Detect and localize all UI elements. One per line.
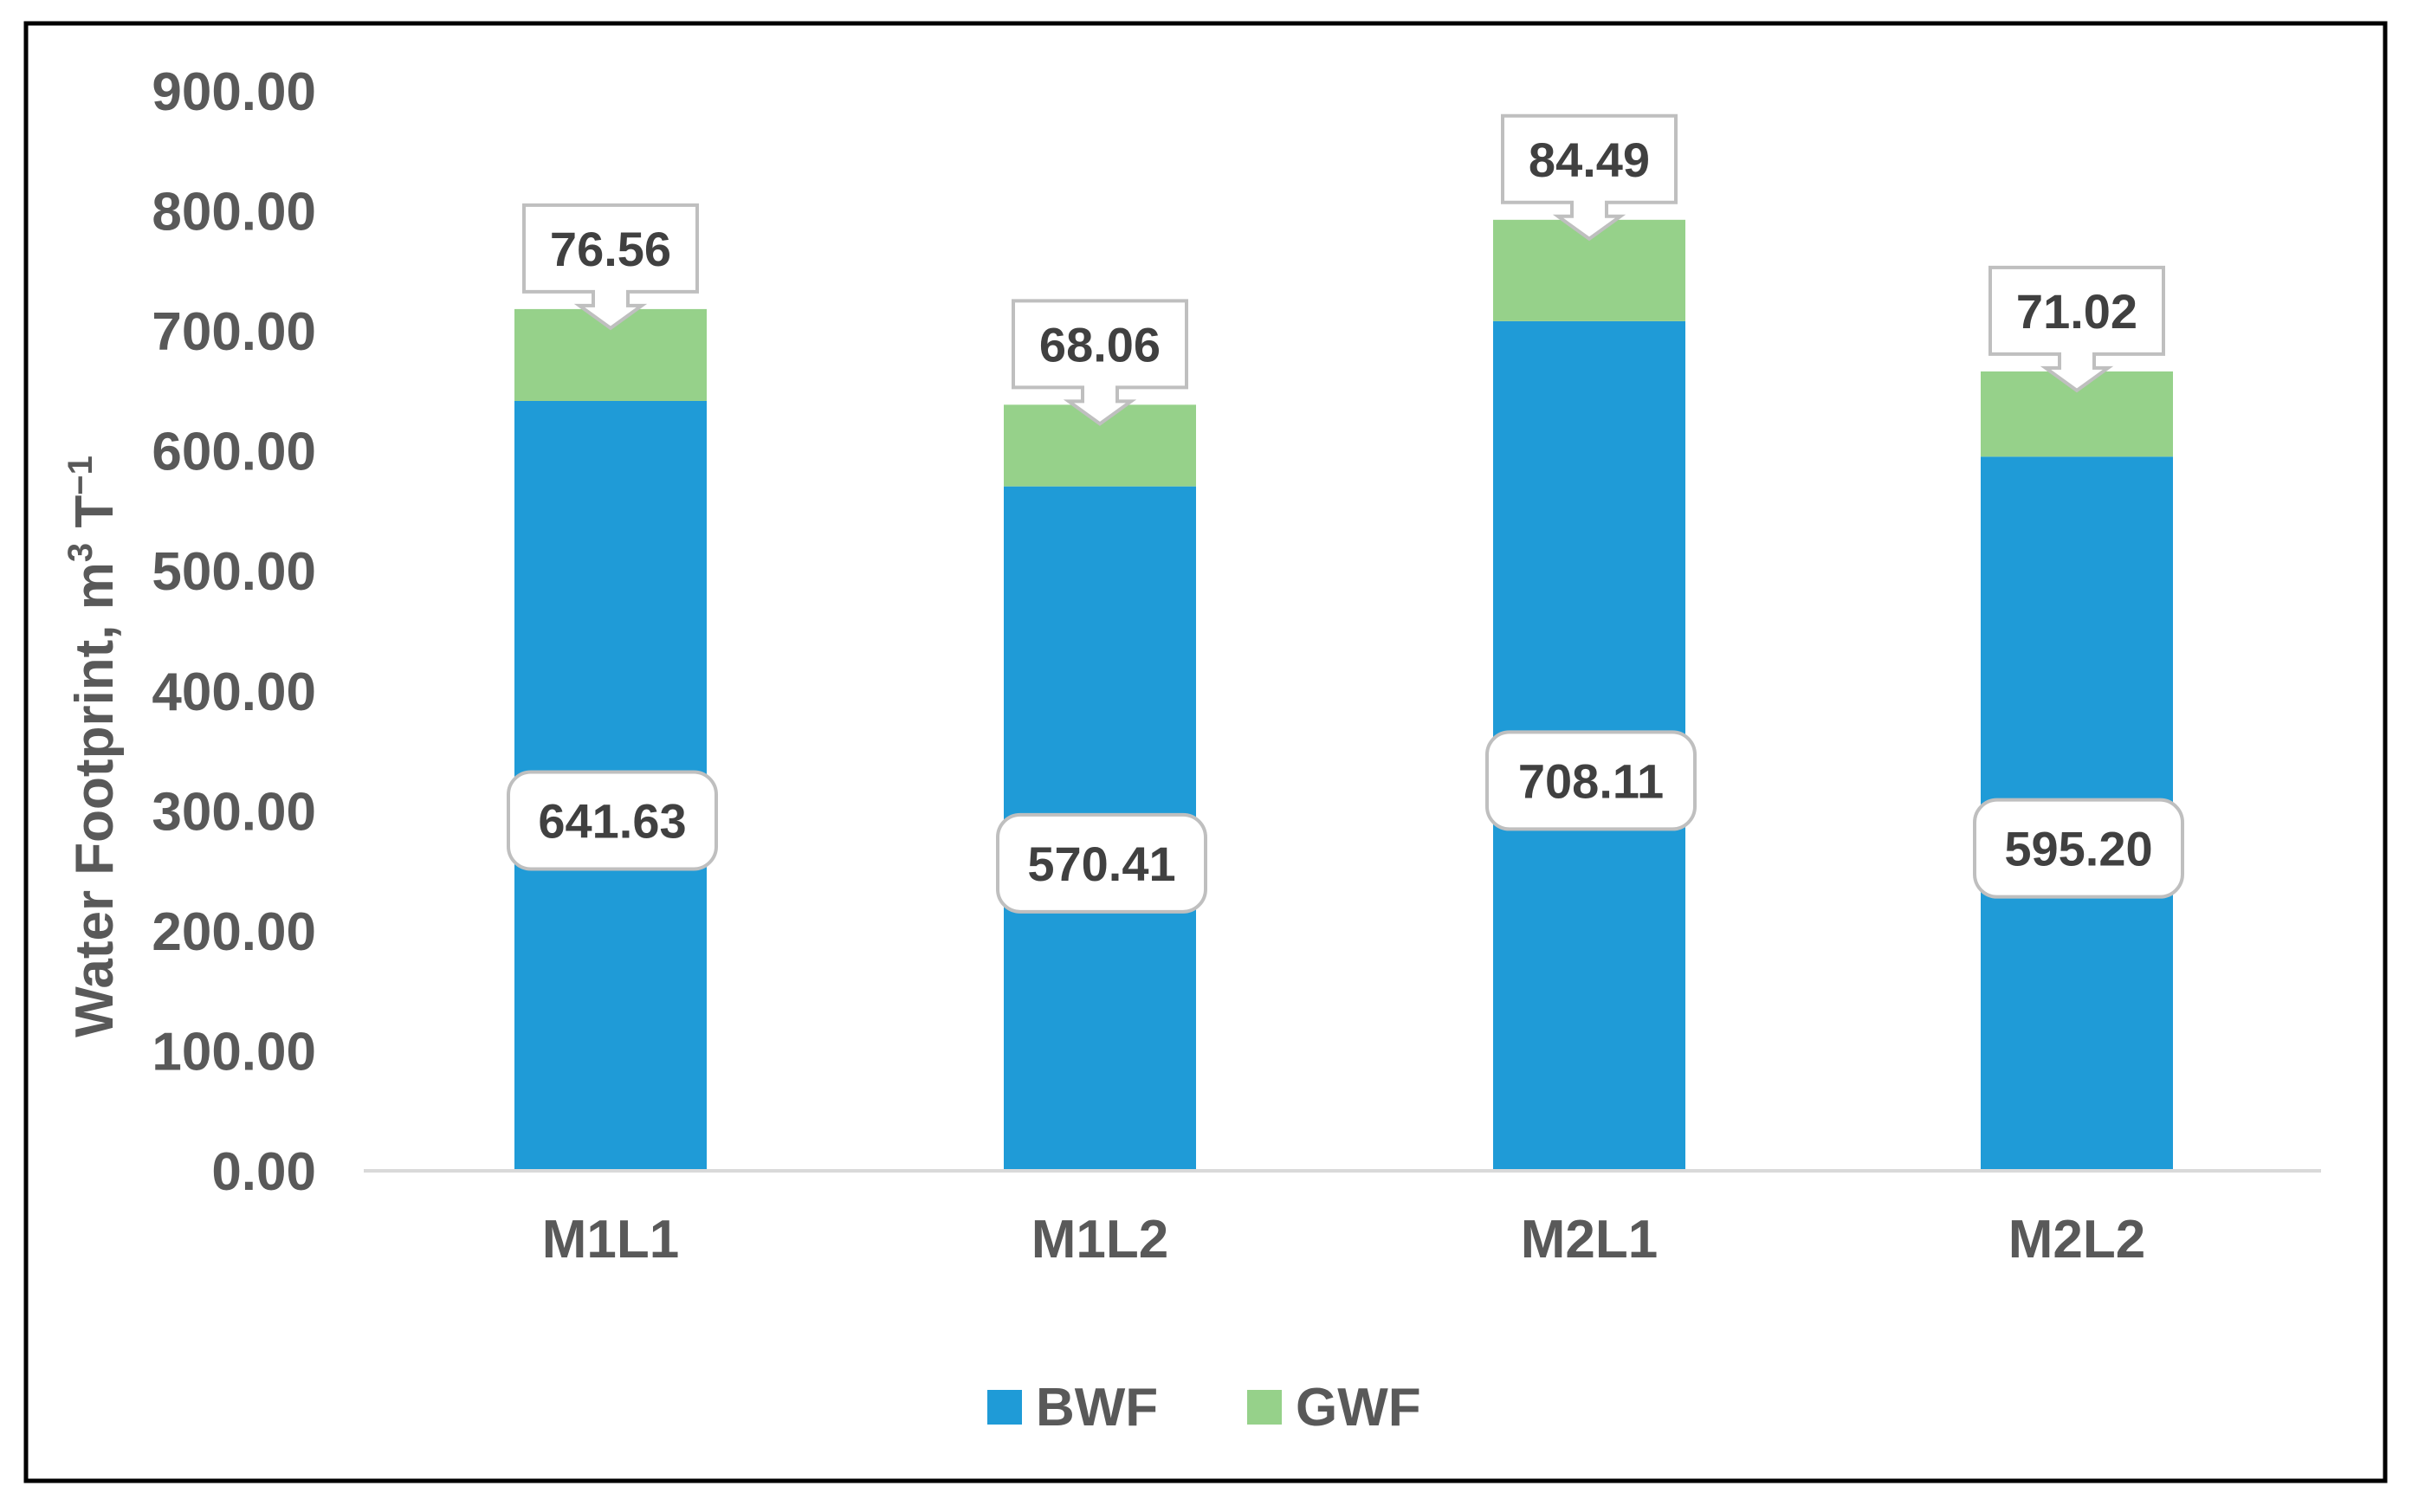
- data-labels-group: 641.63 76.56 570.41 68.06 708.11 84.49 595.20 7…: [507, 113, 2184, 914]
- y-axis-label-main: Water Footprint, m: [65, 562, 125, 1037]
- x-axis-categories: M1L1 M1L2 M2L1 M2L2: [542, 1210, 2145, 1270]
- bwf-data-label: 708.11: [1518, 753, 1664, 808]
- y-axis-label-sup2: −1: [61, 456, 100, 495]
- bwf-label-box: [507, 770, 718, 871]
- gwf-callout-box: [1012, 299, 1188, 426]
- bwf-data-label: 595.20: [2004, 822, 2152, 876]
- y-tick-label: 500.00: [152, 542, 316, 602]
- y-tick-label: 400.00: [152, 662, 316, 722]
- bwf-data-label: 641.63: [538, 793, 686, 848]
- y-tick-label: 0.00: [211, 1142, 316, 1202]
- bwf-label-box: [1973, 798, 2184, 899]
- y-tick-label: 600.00: [152, 423, 316, 482]
- bwf-data-label: 570.41: [1027, 837, 1175, 891]
- y-axis-label: Water Footprint, m3 T−1: [61, 456, 125, 1037]
- bwf-label-box: [996, 812, 1207, 914]
- legend-label-gwf: GWF: [1296, 1378, 1421, 1438]
- legend-swatch-gwf: [1247, 1390, 1282, 1425]
- gwf-data-label: 84.49: [1529, 132, 1650, 187]
- x-category-label: M1L1: [542, 1210, 679, 1270]
- y-axis-label-mid: T: [65, 495, 125, 543]
- y-axis-ticks: 0.00 100.00 200.00 300.00 400.00 500.00 600.00…: [152, 62, 316, 1202]
- gwf-data-label: 68.06: [1039, 317, 1161, 372]
- gwf-callout-box: [1988, 265, 2165, 393]
- x-category-label: M2L2: [2008, 1210, 2145, 1270]
- y-tick-label: 700.00: [152, 302, 316, 362]
- legend-label-bwf: BWF: [1036, 1378, 1158, 1438]
- legend: BWF GWF: [987, 1378, 1421, 1438]
- y-tick-label: 800.00: [152, 183, 316, 242]
- y-tick-label: 300.00: [152, 782, 316, 842]
- x-category-label: M2L1: [1521, 1210, 1658, 1270]
- legend-swatch-bwf: [987, 1390, 1022, 1425]
- x-category-label: M1L2: [1031, 1210, 1168, 1270]
- y-tick-label: 900.00: [152, 62, 316, 122]
- y-tick-label: 200.00: [152, 902, 316, 962]
- bwf-label-box: [1485, 730, 1697, 831]
- gwf-data-label: 76.56: [550, 222, 671, 276]
- gwf-callout-box: [1501, 113, 1678, 242]
- y-tick-label: 100.00: [152, 1022, 316, 1082]
- gwf-callout-box: [522, 203, 699, 331]
- y-axis-label-sup1: 3: [61, 543, 100, 562]
- gwf-data-label: 71.02: [2016, 284, 2137, 339]
